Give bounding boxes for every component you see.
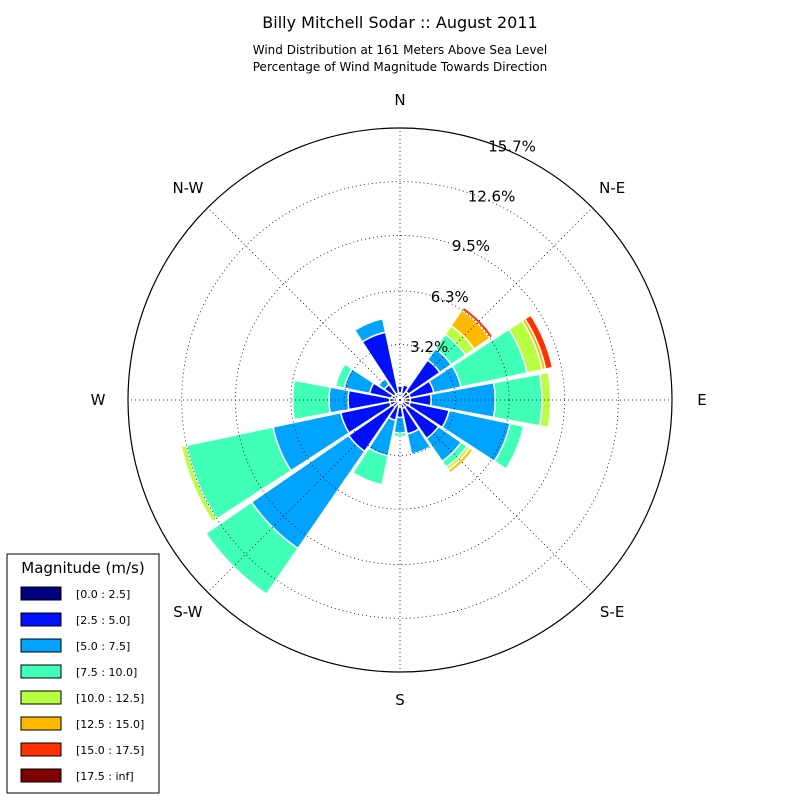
grid-ring-3 (181, 181, 619, 619)
legend-swatch-3 (20, 664, 62, 679)
legend-label-1: [2.5 : 5.0] (76, 614, 130, 627)
legend-label-0: [0.0 : 2.5] (76, 588, 130, 601)
legend-swatch-0 (20, 586, 62, 601)
sector-4-bin-4 (538, 371, 552, 429)
ring-label-1: 6.3% (431, 288, 469, 306)
legend-label-2: [5.0 : 7.5] (76, 640, 130, 653)
ring-labels: 3.2% 6.3% 9.5% 12.6% 15.7% (410, 138, 536, 356)
grid-spoke-7 (207, 207, 401, 401)
direction-label-s-w: S-W (173, 603, 202, 621)
legend-swatch-4 (20, 690, 62, 705)
wind-sectors (180, 306, 554, 596)
polar-frame (127, 127, 673, 673)
direction-label-w: W (91, 391, 106, 409)
direction-label-s-e: S-E (600, 603, 624, 621)
legend-swatch-5 (20, 716, 62, 731)
legend-label-3: [7.5 : 10.0] (76, 666, 137, 679)
polar-grid (128, 128, 672, 672)
legend-title: Magnitude (m/s) (21, 559, 144, 577)
sector-5-bin-3 (493, 422, 525, 470)
ring-label-2: 9.5% (452, 237, 490, 255)
grid-ring-0 (344, 344, 456, 456)
legend: Magnitude (m/s) [0.0 : 2.5] [2.5 : 5.0] [5… (6, 553, 160, 794)
legend-swatch-6 (20, 742, 62, 757)
sector-9-bin-3 (351, 446, 390, 486)
direction-label-e: E (697, 391, 706, 409)
chart-title: Billy Mitchell Sodar :: August 2011 (262, 13, 537, 32)
legend-label-5: [12.5 : 15.0] (76, 718, 144, 731)
legend-swatch-1 (20, 612, 62, 627)
legend-swatch-2 (20, 638, 62, 653)
direction-label-n-e: N-E (599, 179, 625, 197)
sector-6-bin-5 (447, 447, 474, 474)
sector-3-bin-6 (523, 314, 554, 370)
legend-label-4: [10.0 : 12.5] (76, 692, 144, 705)
legend-swatch-7 (20, 768, 62, 783)
ring-label-3: 12.6% (468, 187, 516, 205)
chart-subtitle-line-1: Wind Distribution at 161 Meters Above Se… (253, 43, 548, 57)
grid-spoke-5 (207, 399, 401, 593)
grid-spoke-1 (399, 207, 593, 401)
legend-items: [0.0 : 2.5] [2.5 : 5.0] [5.0 : 7.5] [7.5 : … (20, 586, 144, 783)
sector-11-bin-4 (180, 444, 218, 523)
direction-label-n: N (394, 91, 405, 109)
direction-label-n-w: N-W (172, 179, 203, 197)
legend-label-6: [15.0 : 17.5] (76, 744, 144, 757)
legend-label-7: [17.5 : inf] (76, 770, 134, 783)
direction-label-s: S (395, 691, 405, 709)
grid-spoke-3 (399, 399, 593, 593)
ring-label-0: 3.2% (410, 338, 448, 356)
ring-label-4: 15.7% (488, 138, 536, 156)
chart-subtitle-line-2: Percentage of Wind Magnitude Towards Dir… (253, 60, 547, 74)
sector-10-bin-3 (204, 501, 299, 596)
sector-15-bin-2 (353, 317, 387, 343)
sector-8-bin-3 (392, 431, 408, 438)
direction-labels: N N-E E S-E S S-W W N-W (91, 91, 707, 709)
sector-13-bin-3 (334, 363, 354, 390)
